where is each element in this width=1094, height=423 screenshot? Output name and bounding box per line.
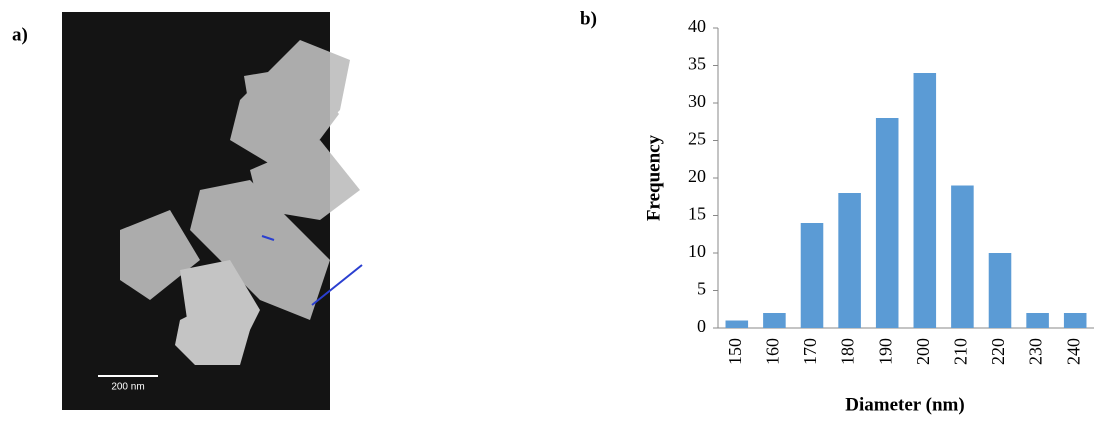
bar xyxy=(763,313,786,328)
x-tick-label: 180 xyxy=(838,338,858,365)
y-tick-label: 30 xyxy=(688,91,706,111)
bar xyxy=(875,118,899,328)
y-tick-label: 20 xyxy=(688,166,706,186)
x-axis-title: Diameter (nm) xyxy=(845,394,964,415)
measure-line xyxy=(261,235,275,241)
measure-line xyxy=(311,264,363,306)
bar xyxy=(1026,313,1049,328)
bar xyxy=(951,185,974,328)
particle xyxy=(120,210,200,300)
x-tick-label: 200 xyxy=(913,338,933,365)
y-tick-label: 0 xyxy=(697,316,706,336)
bar xyxy=(913,73,937,328)
scale-bar-label: 200 nm xyxy=(111,382,144,393)
panel-label: b) xyxy=(580,8,597,29)
particle xyxy=(190,180,330,320)
particle xyxy=(244,66,340,152)
x-tick-label: 210 xyxy=(951,338,971,365)
bar xyxy=(725,320,749,328)
x-tick-label: 230 xyxy=(1026,338,1046,365)
x-tick-label: 220 xyxy=(988,338,1008,365)
micrograph: 200 nm xyxy=(62,12,363,410)
x-tick-label: 170 xyxy=(800,338,820,365)
y-tick-label: 35 xyxy=(688,54,706,74)
panel-label: a) xyxy=(12,24,28,45)
y-tick-label: 40 xyxy=(688,16,706,36)
x-tick-label: 160 xyxy=(763,338,783,365)
bar xyxy=(988,253,1012,328)
bar xyxy=(1063,313,1087,328)
particle xyxy=(175,300,250,365)
x-tick-label: 190 xyxy=(875,338,895,365)
particles xyxy=(120,40,360,365)
particle xyxy=(250,140,360,220)
bar xyxy=(838,193,861,328)
x-tick-label: 240 xyxy=(1063,338,1083,365)
y-tick-label: 15 xyxy=(688,204,706,224)
y-tick-label: 25 xyxy=(688,129,706,149)
x-tick-label: 150 xyxy=(725,338,745,365)
bar xyxy=(800,223,824,328)
y-tick-label: 10 xyxy=(688,241,706,261)
y-axis-title: Frequency xyxy=(643,134,664,221)
y-tick-label: 5 xyxy=(697,279,706,299)
